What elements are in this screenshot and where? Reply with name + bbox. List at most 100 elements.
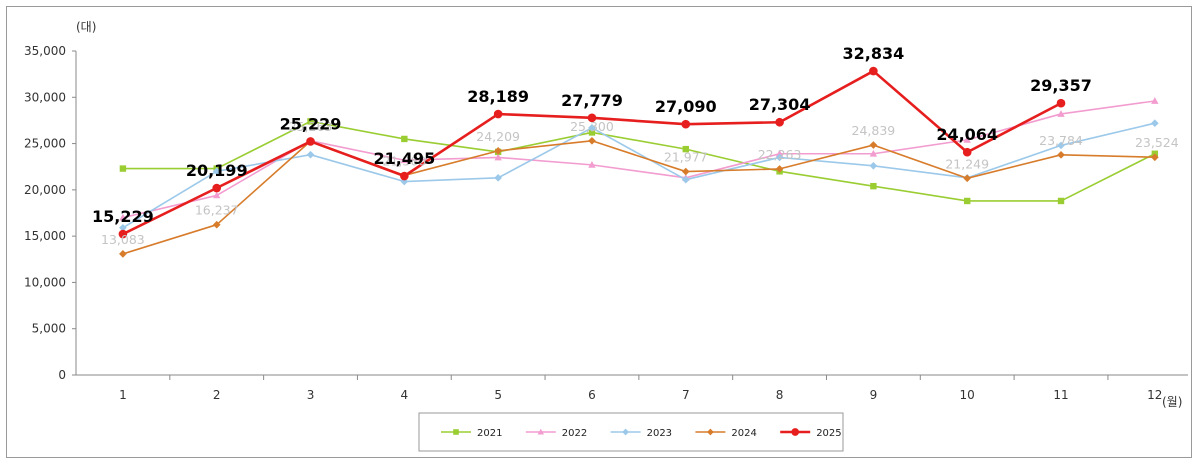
data-point-2023 (775, 153, 784, 162)
data-point-2022 (119, 213, 127, 221)
y-tick-label: 35,000 (24, 44, 66, 58)
data-label-2025: 29,357 (1030, 76, 1092, 95)
x-tick-label: 2 (213, 388, 221, 402)
data-point-2023 (119, 223, 127, 232)
y-tick-label: 15,000 (24, 229, 66, 243)
x-tick-label: 7 (682, 388, 690, 402)
series-line-2023 (122, 122, 1156, 229)
chart-frame (6, 6, 1192, 458)
data-point-2022 (494, 153, 502, 161)
data-point-2025 (306, 137, 315, 146)
data-point-2022 (213, 191, 221, 199)
legend-label-2023: 2023 (647, 428, 672, 439)
data-label-2024: 21,977 (664, 150, 708, 165)
data-label-2025: 27,779 (561, 91, 623, 110)
data-point-2025 (775, 117, 784, 127)
data-point-2022 (869, 149, 878, 157)
data-point-2023 (306, 150, 315, 159)
x-tick-label: 6 (588, 388, 596, 402)
data-point-2025 (212, 183, 222, 193)
x-unit-label: (월) (1162, 395, 1182, 409)
x-tick-label: 4 (401, 388, 409, 402)
legend-marker-2024 (707, 428, 714, 436)
data-point-2021 (307, 118, 314, 125)
legend-label-2022: 2022 (562, 428, 587, 439)
data-point-2021 (401, 135, 408, 143)
legend-marker-2021 (453, 429, 459, 435)
data-point-2023 (1057, 141, 1065, 150)
data-point-2024 (588, 136, 596, 145)
data-point-2024 (212, 220, 221, 229)
data-label-2025: 27,304 (749, 95, 811, 114)
data-label-2025: 27,090 (655, 97, 717, 116)
data-point-2024 (494, 147, 502, 155)
data-point-2024 (119, 250, 127, 258)
data-label-2024: 13,083 (101, 232, 145, 247)
data-point-2022 (588, 161, 596, 168)
x-tick-label: 9 (870, 388, 878, 402)
x-tick-label: 8 (776, 388, 784, 402)
data-point-2024 (1150, 153, 1159, 162)
y-unit-label: (대) (76, 20, 96, 34)
data-point-2021 (588, 129, 596, 136)
data-point-2024 (1057, 150, 1065, 159)
legend-label-2024: 2024 (731, 428, 756, 439)
legend-marker-2022 (537, 428, 545, 435)
data-point-2025 (1056, 98, 1066, 108)
data-label-2024: 16,237 (195, 203, 239, 218)
data-point-2023 (869, 161, 878, 170)
x-tick-label: 10 (960, 388, 975, 402)
data-point-2025 (118, 229, 128, 239)
data-point-2023 (588, 123, 596, 132)
data-label-2024: 21,249 (945, 156, 989, 171)
data-point-2022 (1057, 110, 1065, 117)
legend-label-2021: 2021 (477, 428, 502, 439)
data-point-2022 (400, 156, 409, 164)
data-label-2025: 24,064 (936, 125, 998, 144)
series-line-2022 (122, 100, 1155, 219)
data-label-2025: 32,834 (843, 44, 905, 63)
data-point-2022 (963, 136, 971, 143)
data-point-2021 (682, 145, 689, 153)
data-label-2024: 25,263 (289, 119, 333, 134)
x-tick-label: 11 (1053, 388, 1068, 402)
data-point-2025 (493, 109, 503, 119)
y-tick-label: 30,000 (24, 90, 66, 104)
data-label-2025: 20,199 (186, 161, 248, 180)
data-point-2023 (681, 175, 690, 184)
series-line-2021 (122, 120, 1156, 202)
data-label-2025: 25,229 (280, 114, 342, 133)
legend-marker-2025 (791, 428, 800, 436)
data-label-2024: 21,560 (382, 153, 426, 168)
x-tick-label: 5 (494, 388, 502, 402)
legend-marker-2023 (622, 428, 629, 436)
data-point-2022 (775, 149, 784, 157)
data-point-2025 (869, 66, 878, 76)
data-point-2024 (775, 165, 784, 173)
series-line-2024 (122, 139, 1155, 255)
data-point-2023 (1150, 119, 1159, 128)
data-point-2024 (963, 174, 972, 183)
data-label-2024: 25,300 (570, 119, 614, 134)
data-point-2022 (1151, 97, 1159, 104)
legend-label-2025: 2025 (816, 428, 841, 439)
data-label-2024: 24,839 (852, 123, 896, 138)
data-point-2021 (964, 197, 971, 205)
y-tick-label: 0 (58, 368, 66, 382)
data-point-2024 (681, 167, 690, 176)
y-tick-label: 10,000 (24, 275, 66, 289)
data-point-2025 (681, 119, 691, 129)
y-tick-label: 25,000 (24, 137, 66, 151)
data-label-2025: 15,229 (92, 207, 154, 226)
data-point-2025 (962, 147, 972, 157)
data-point-2023 (212, 167, 221, 176)
data-label-2025: 28,189 (467, 87, 529, 106)
data-label-2025: 21,495 (373, 149, 435, 168)
data-label-2024: 23,784 (1039, 133, 1083, 148)
y-tick-label: 5,000 (32, 322, 66, 336)
data-point-2024 (869, 141, 878, 149)
y-tick-label: 20,000 (24, 183, 66, 197)
x-tick-label: 12 (1147, 388, 1162, 402)
data-point-2021 (1057, 197, 1065, 205)
